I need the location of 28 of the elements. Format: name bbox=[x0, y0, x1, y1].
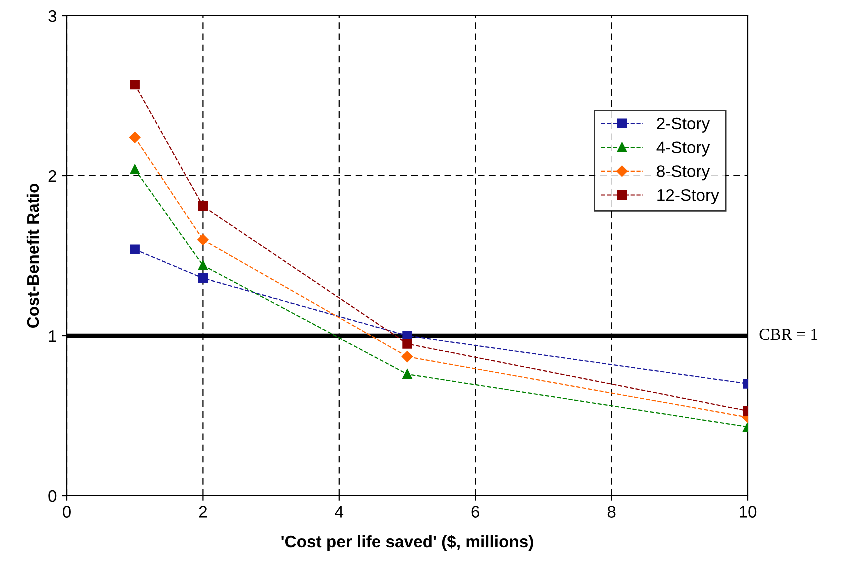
point bbox=[130, 164, 140, 174]
legend-label: 2-Story bbox=[657, 118, 710, 133]
y-tick-label: 3 bbox=[48, 10, 57, 22]
y-tick-label: 0 bbox=[48, 490, 57, 502]
point bbox=[130, 80, 140, 90]
point bbox=[198, 202, 208, 212]
point bbox=[198, 260, 208, 270]
x-tick-label: 6 bbox=[472, 506, 480, 518]
legend-label: 8-Story bbox=[657, 166, 710, 181]
x-tick-label: 4 bbox=[335, 506, 344, 518]
x-axis-title: 'Cost per life saved' ($, millions) bbox=[282, 535, 534, 551]
y-tick-label: 1 bbox=[49, 330, 56, 342]
point bbox=[130, 244, 140, 254]
x-tick-label: 0 bbox=[63, 506, 71, 518]
ref-line-label: CBR = 1 bbox=[760, 328, 818, 340]
x-tick-label: 10 bbox=[740, 506, 757, 518]
x-tick-label: 2 bbox=[199, 506, 207, 518]
point bbox=[402, 351, 414, 362]
legend-label: 4-Story bbox=[656, 142, 710, 157]
x-tick-label: 8 bbox=[608, 506, 616, 518]
point bbox=[402, 339, 412, 349]
y-axis-title: Cost-Benefit Ratio bbox=[26, 184, 40, 328]
point bbox=[129, 132, 141, 144]
point bbox=[198, 274, 208, 284]
point bbox=[198, 234, 209, 246]
point bbox=[402, 370, 412, 380]
legend-label: 12-Story bbox=[658, 189, 720, 205]
y-tick-label: 2 bbox=[48, 170, 56, 182]
